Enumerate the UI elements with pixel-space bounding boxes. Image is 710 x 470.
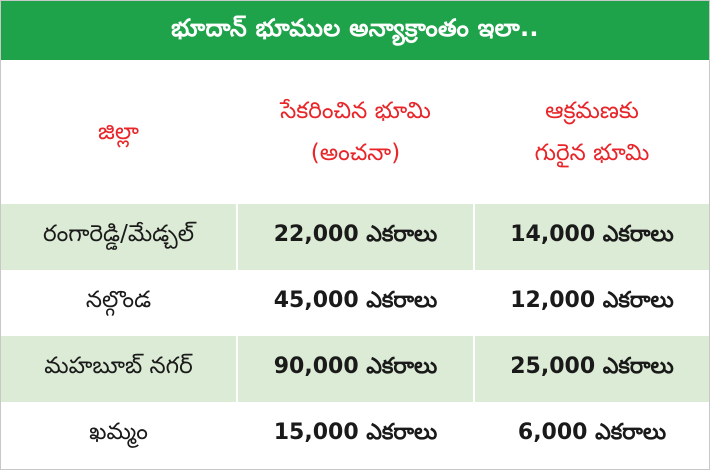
district-cell: మహబూబ్ నగర్ — [44, 353, 193, 379]
collected-cell: 22,000 ఎకరాలు — [236, 204, 474, 270]
collected-cell: 90,000 ఎకరాలు — [236, 336, 474, 402]
header-collected-land: సేకరించిన భూమి (అంచనా) — [236, 60, 474, 204]
header-district-label: జిల్లా — [98, 119, 139, 145]
encroached-cell: 25,000 ఎకరాలు — [473, 336, 709, 402]
encroached-cell: 12,000 ఎకరాలు — [473, 270, 709, 336]
table-row: నల్గొండ 45,000 ఎకరాలు 12,000 ఎకరాలు — [1, 270, 709, 336]
table-row: ఖమ్మం 15,000 ఎకరాలు 6,000 ఎకరాలు — [1, 402, 709, 468]
header-collected-line-2: (అంచనా) — [310, 140, 401, 166]
collected-cell: 15,000 ఎకరాలు — [236, 402, 474, 468]
table-row: మహబూబ్ నగర్ 90,000 ఎకరాలు 25,000 ఎకరాలు — [1, 336, 709, 402]
collected-cell: 45,000 ఎకరాలు — [236, 270, 474, 336]
encroached-cell: 6,000 ఎకరాలు — [473, 402, 709, 468]
header-encroached-line-2: గురైన భూమి — [534, 140, 650, 166]
district-cell: నల్గొండ — [85, 287, 152, 313]
district-cell: ఖమ్మం — [89, 419, 148, 445]
land-encroachment-table: జిల్లా సేకరించిన భూమి (అంచనా) ఆక్రమణకు గ… — [1, 60, 709, 468]
table-row: రంగారెడ్డి/మేడ్చల్ 22,000 ఎకరాలు 14,000 … — [1, 204, 709, 270]
district-cell: రంగారెడ్డి/మేడ్చల్ — [42, 221, 195, 247]
header-row: జిల్లా సేకరించిన భూమి (అంచనా) ఆక్రమణకు గ… — [1, 60, 709, 204]
header-encroached-land: ఆక్రమణకు గురైన భూమి — [473, 60, 709, 204]
header-district: జిల్లా — [1, 60, 237, 204]
table-title: భూదాన్ భూముల అన్యాక్రాంతం ఇలా.. — [1, 1, 709, 60]
header-collected-line-1: సేకరించిన భూమి — [280, 98, 431, 124]
header-encroached-line-1: ఆక్రమణకు — [545, 98, 639, 124]
encroached-cell: 14,000 ఎకరాలు — [473, 204, 709, 270]
